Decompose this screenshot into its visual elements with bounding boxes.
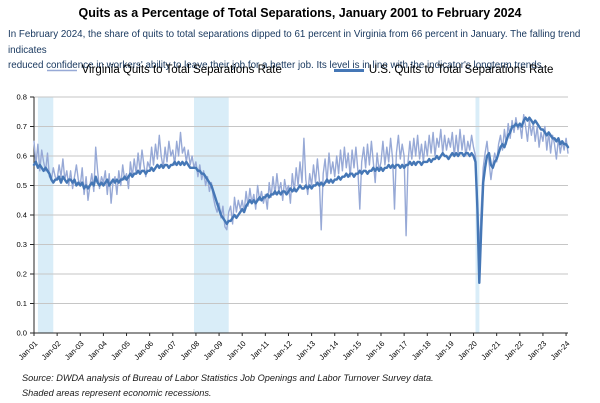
recession-note: Shaded areas represent economic recessio…	[22, 388, 212, 398]
legend-label-virginia: Virginia Quits to Total Separations Rate	[81, 64, 282, 76]
x-tick-label: Jan-03	[63, 339, 86, 362]
legend-item-virginia: Virginia Quits to Total Separations Rate	[46, 64, 282, 76]
y-tick-label: 0.1	[16, 299, 27, 308]
x-tick-label: Jan-08	[179, 339, 202, 362]
x-tick-label: Jan-14	[317, 339, 340, 362]
x-tick-label: Jan-05	[109, 339, 132, 362]
legend-label-us: U.S. Quits to Total Separations Rate	[368, 64, 554, 76]
subtitle-line-2: reduced confidence in workers' ability t…	[8, 60, 545, 71]
us-line-swatch	[333, 68, 364, 72]
x-tick-label: Jan-12	[271, 339, 294, 362]
x-tick-label: Jan-10	[225, 339, 248, 362]
x-tick-label: Jan-02	[40, 339, 63, 362]
chart-title: Quits as a Percentage of Total Separatio…	[78, 6, 522, 20]
y-tick-label: 0.4	[16, 211, 27, 220]
y-tick-label: 0.8	[16, 93, 27, 102]
x-tick-label: Jan-06	[132, 339, 155, 362]
y-tick-label: 0.3	[16, 240, 27, 249]
subtitle-line-1: In February 2024, the share of quits to …	[8, 29, 581, 56]
y-tick-label: 0.7	[16, 122, 27, 131]
y-tick-label: 0.6	[16, 152, 27, 161]
y-tick-label: 0.0	[16, 329, 27, 338]
x-tick-label: Jan-17	[387, 339, 410, 362]
x-tick-label: Jan-23	[526, 339, 549, 362]
x-tick-label: Jan-04	[86, 339, 109, 362]
virginia-line-swatch	[46, 69, 77, 71]
footer: Source: DWDA analysis of Bureau of Labor…	[22, 371, 590, 401]
x-tick-label: Jan-20	[456, 339, 479, 362]
legend-item-us: U.S. Quits to Total Separations Rate	[333, 64, 554, 76]
source-note: Source: DWDA analysis of Bureau of Labor…	[22, 373, 434, 383]
x-tick-label: Jan-24	[549, 339, 572, 362]
x-tick-label: Jan-09	[202, 339, 225, 362]
y-tick-label: 0.2	[16, 270, 27, 279]
chart-subtitle: In February 2024, the share of quits to …	[8, 27, 596, 74]
x-tick-label: Jan-22	[502, 339, 525, 362]
x-tick-label: Jan-18	[410, 339, 433, 362]
x-tick-label: Jan-15	[341, 339, 364, 362]
x-tick-label: Jan-13	[294, 339, 317, 362]
x-tick-label: Jan-21	[479, 339, 502, 362]
x-tick-label: Jan-11	[248, 339, 270, 361]
x-tick-label: Jan-16	[364, 339, 387, 362]
x-tick-label: Jan-01	[17, 339, 40, 362]
legend: Virginia Quits to Total Separations Rate…	[0, 64, 600, 76]
x-tick-label: Jan-07	[155, 339, 178, 362]
series-line	[32, 116, 570, 285]
x-tick-label: Jan-19	[433, 339, 456, 362]
y-tick-label: 0.5	[16, 181, 27, 190]
